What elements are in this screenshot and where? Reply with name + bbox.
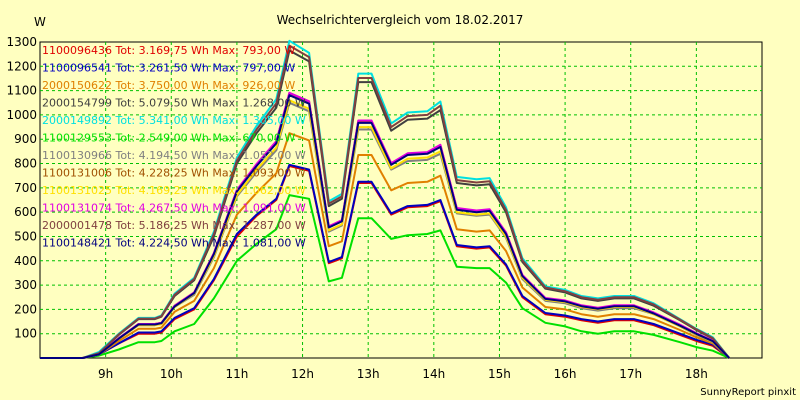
x-tick-label: 15h: [488, 367, 511, 381]
y-tick-label: 1200: [6, 59, 37, 73]
x-tick-label: 9h: [98, 367, 113, 381]
legend-entry: 1100131025 Tot: 4.169,25 Wh Max: 1.062,0…: [42, 184, 306, 197]
chart-title: Wechselrichtervergleich vom 18.02.2017: [277, 13, 524, 27]
y-tick-label: 500: [14, 229, 37, 243]
y-axis-unit: W: [34, 15, 46, 29]
series-line: [40, 163, 730, 359]
y-tick-label: 200: [14, 302, 37, 316]
y-tick-label: 300: [14, 278, 37, 292]
y-tick-label: 600: [14, 205, 37, 219]
x-tick-label: 16h: [554, 367, 577, 381]
x-tick-label: 10h: [160, 367, 183, 381]
legend-entry: 1100096541 Tot: 3.261,50 Wh Max: 797,00 …: [42, 62, 295, 75]
x-tick-label: 18h: [685, 367, 708, 381]
y-tick-label: 900: [14, 132, 37, 146]
legend-entry: 2000149892 Tot: 5.341,00 Wh Max: 1.305,0…: [42, 114, 306, 127]
series-line: [40, 194, 730, 359]
x-tick-label: 17h: [619, 367, 642, 381]
series-line: [40, 132, 730, 359]
series-lines: [40, 39, 730, 359]
legend-entry: 2000001478 Tot: 5.186,25 Wh Max: 1.287,0…: [42, 219, 306, 232]
legend-entry: 1100130966 Tot: 4.194,50 Wh Max: 1.052,0…: [42, 149, 306, 162]
series-line: [40, 94, 730, 359]
legend-entry: 1100148421 Tot: 4.224,50 Wh Max: 1.081,0…: [42, 237, 306, 250]
x-tick-label: 13h: [357, 367, 380, 381]
y-tick-label: 1100: [6, 84, 37, 98]
y-axis-ticks: 100 200 300 400 500 600 700 800 900 1000 1100 1200 1…: [6, 35, 37, 341]
legend-entry: 2000150622 Tot: 3.750,00 Wh Max: 926,00 …: [42, 79, 295, 92]
y-tick-label: 700: [14, 181, 37, 195]
plot-border: [39, 41, 763, 359]
x-tick-label: 11h: [225, 367, 248, 381]
series-line: [40, 44, 730, 359]
legend-entry: 2000154799 Tot: 5.079,50 Wh Max: 1.268,0…: [42, 97, 306, 110]
x-tick-label: 14h: [422, 367, 445, 381]
legend-entry: 1100129553 Tot: 2.549,00 Wh Max: 670,00 …: [42, 132, 295, 145]
x-axis-ticks: 9h 10h 11h 12h 13h 14h 15h 16h 17h 18h: [98, 367, 708, 381]
gridlines: [40, 42, 762, 358]
y-tick-label: 800: [14, 157, 37, 171]
legend-entry: 1100131074 Tot: 4.267,50 Wh Max: 1.091,0…: [42, 202, 306, 215]
plot-area: 1100096436 Tot: 3.169,75 Wh Max: 793,00 …: [39, 39, 763, 359]
legend: 1100096436 Tot: 3.169,75 Wh Max: 793,00 …: [42, 44, 306, 250]
footer-credit: SunnyReport pinxit: [700, 387, 796, 398]
y-tick-label: 100: [14, 327, 37, 341]
legend-entry: 1100096436 Tot: 3.169,75 Wh Max: 793,00 …: [42, 44, 295, 57]
legend-entry: 1100131006 Tot: 4.228,25 Wh Max: 1.093,0…: [42, 167, 306, 180]
x-tick-label: 12h: [291, 367, 314, 381]
y-tick-label: 1000: [6, 108, 37, 122]
y-tick-label: 1300: [6, 35, 37, 49]
y-tick-label: 400: [14, 254, 37, 268]
